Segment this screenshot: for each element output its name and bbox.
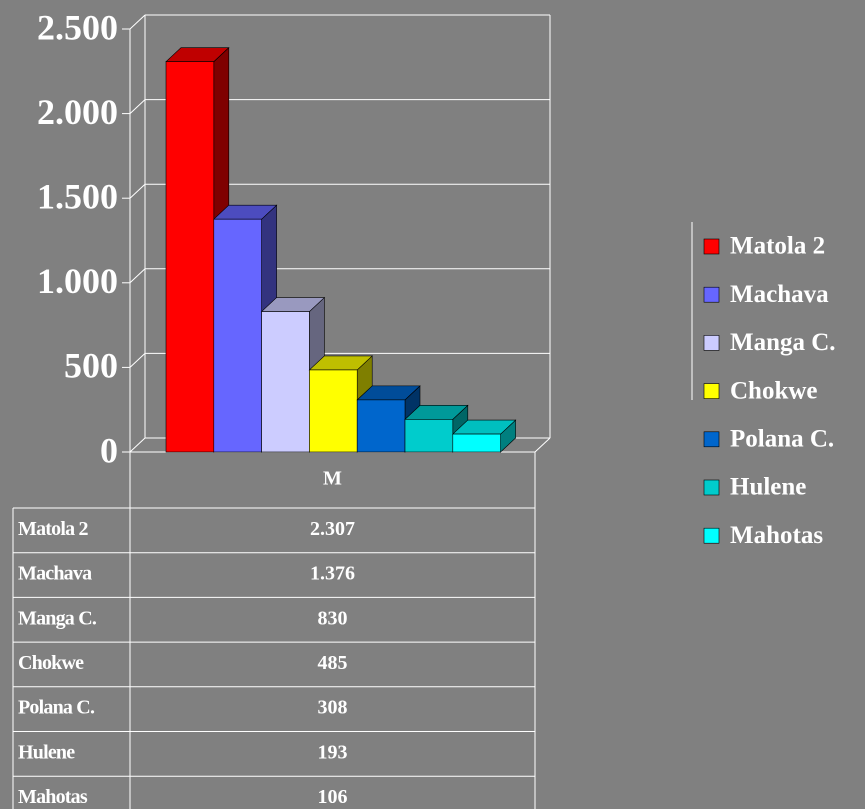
legend-label: Mahotas bbox=[730, 522, 823, 549]
table-row-label: Matola 2 bbox=[18, 518, 88, 540]
data-label: 1.376 bbox=[310, 563, 355, 585]
bar bbox=[404, 419, 454, 453]
bar-top-shade bbox=[309, 355, 373, 370]
y-tick-label: 2.000 bbox=[37, 92, 118, 132]
legend-swatch bbox=[703, 335, 720, 351]
data-label: 2.307 bbox=[310, 518, 355, 540]
y-tick-label: 0 bbox=[100, 430, 118, 470]
data-label: 106 bbox=[318, 786, 348, 808]
y-tick-label: 1.000 bbox=[37, 261, 118, 301]
legend-swatch bbox=[703, 383, 720, 399]
bar-top-shade bbox=[405, 405, 468, 420]
legend-label: Matola 2 bbox=[730, 233, 825, 260]
bar-top-shade bbox=[213, 205, 277, 220]
grid-line bbox=[129, 268, 146, 284]
y-tick-label: 1.500 bbox=[37, 176, 118, 216]
bar-top-shade bbox=[261, 297, 325, 312]
table-row-label: Polana C. bbox=[18, 697, 95, 719]
data-label: 193 bbox=[318, 741, 348, 763]
legend-label: Hulene bbox=[730, 474, 806, 501]
grid-line bbox=[129, 183, 146, 199]
legend-label: Polana C. bbox=[730, 426, 834, 453]
table-header: M bbox=[323, 468, 342, 490]
bar bbox=[261, 311, 310, 453]
legend-swatch bbox=[703, 527, 720, 544]
y-tick-label: 2.500 bbox=[37, 7, 118, 47]
grid-line bbox=[129, 99, 146, 114]
legend-swatch bbox=[703, 286, 720, 303]
data-label: 830 bbox=[318, 607, 348, 629]
bar-top-shade bbox=[166, 47, 229, 62]
bar-side-shade bbox=[500, 420, 516, 452]
data-label: 308 bbox=[318, 697, 348, 719]
bar bbox=[213, 218, 262, 453]
bar bbox=[309, 369, 358, 453]
table-row-label: Machava bbox=[18, 563, 92, 585]
legend-label: Machava bbox=[730, 281, 829, 308]
legend-swatch bbox=[703, 238, 720, 255]
bar bbox=[452, 433, 501, 453]
bar-top-shade bbox=[357, 385, 420, 400]
grid-line bbox=[129, 14, 146, 30]
legend-swatch bbox=[703, 431, 720, 448]
table-row-label: Hulene bbox=[18, 741, 75, 763]
floor-line bbox=[534, 437, 551, 453]
legend-label: Chokwe bbox=[730, 377, 818, 404]
y-tick-label: 500 bbox=[64, 346, 118, 386]
legend-label: Manga C. bbox=[730, 329, 836, 356]
bar-top-shade bbox=[452, 420, 516, 435]
legend-swatch bbox=[703, 479, 720, 496]
table-row-label: Mahotas bbox=[18, 786, 88, 808]
grid-line bbox=[129, 353, 146, 368]
grid-line bbox=[129, 437, 146, 453]
bar bbox=[165, 61, 215, 453]
data-label: 485 bbox=[318, 652, 348, 674]
table-row-label: Manga C. bbox=[18, 607, 97, 629]
table-row-label: Chokwe bbox=[18, 652, 84, 674]
bar bbox=[356, 399, 406, 453]
